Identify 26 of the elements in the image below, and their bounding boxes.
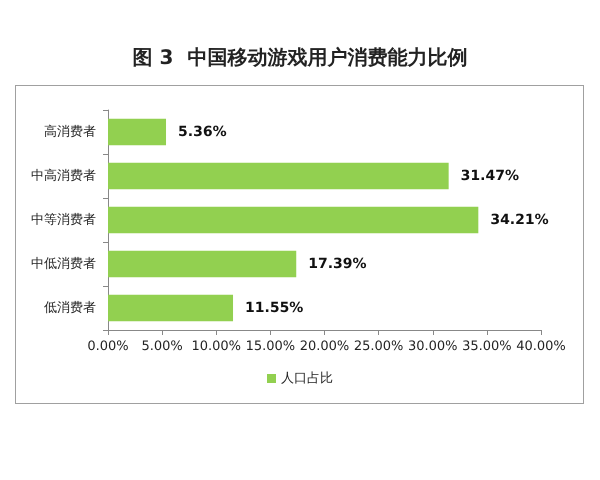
bar — [108, 206, 478, 234]
y-tick-label: 中等消费者 — [31, 212, 96, 228]
x-tick-label: 25.00% — [354, 339, 404, 354]
x-tick-label: 35.00% — [462, 339, 512, 354]
x-tick-label: 5.00% — [141, 339, 183, 354]
x-tick-label: 30.00% — [408, 339, 458, 354]
y-tick-label: 低消费者 — [44, 300, 96, 316]
data-label: 34.21% — [490, 212, 549, 228]
x-tick-label: 20.00% — [300, 339, 350, 354]
data-label: 11.55% — [245, 300, 304, 316]
y-tick-label: 中高消费者 — [31, 168, 96, 184]
bar — [108, 294, 234, 322]
data-label: 5.36% — [178, 124, 227, 140]
x-tick-label: 0.00% — [87, 339, 129, 354]
bar — [108, 162, 449, 190]
x-tick-label: 15.00% — [246, 339, 296, 354]
x-tick-label: 10.00% — [191, 339, 242, 354]
data-label: 17.39% — [308, 256, 367, 272]
chart-title: 图 3 中国移动游戏用户消费能力比例 — [132, 45, 468, 69]
bar — [108, 250, 296, 278]
y-tick-label: 高消费者 — [44, 124, 96, 140]
x-tick-label: 40.00% — [516, 339, 566, 354]
legend-label: 人口占比 — [281, 371, 333, 386]
y-tick-label: 中低消费者 — [31, 256, 96, 272]
data-label: 31.47% — [460, 168, 519, 184]
bar — [108, 118, 166, 146]
